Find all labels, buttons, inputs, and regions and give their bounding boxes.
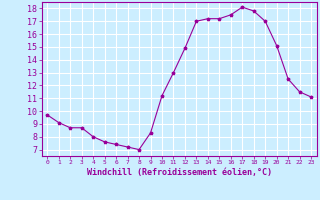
X-axis label: Windchill (Refroidissement éolien,°C): Windchill (Refroidissement éolien,°C) <box>87 168 272 177</box>
